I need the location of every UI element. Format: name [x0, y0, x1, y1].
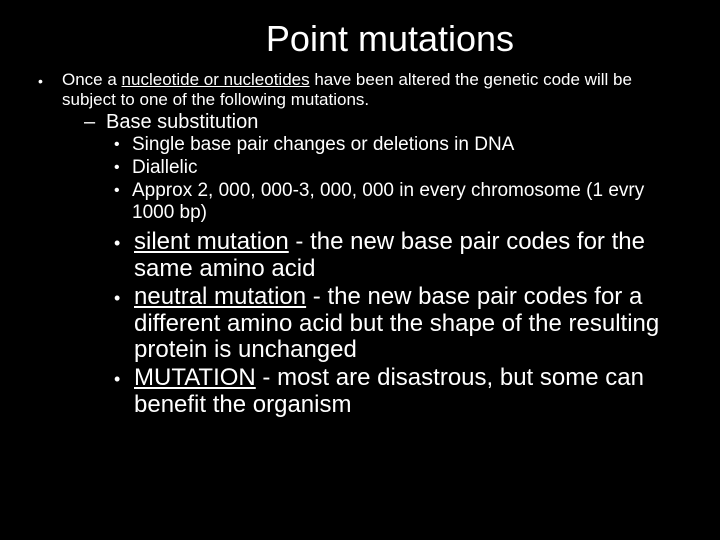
level2-item: – Base substitution — [84, 111, 690, 134]
mutation-item: MUTATION - most are disastrous, but some… — [134, 365, 690, 418]
list-item: • MUTATION - most are disastrous, but so… — [114, 365, 690, 418]
bullet-icon: • — [36, 70, 62, 89]
dash-icon: – — [84, 111, 106, 134]
mutation-types-list: • silent mutation - the new base pair co… — [36, 229, 690, 418]
bullet-icon: • — [114, 134, 132, 154]
list-item: • silent mutation - the new base pair co… — [114, 229, 690, 282]
list-item: • neutral mutation - the new base pair c… — [114, 284, 690, 363]
list-item: • Diallelic — [114, 157, 690, 179]
bullet-icon: • — [114, 180, 132, 200]
slide: Point mutations • Once a nucleotide or n… — [0, 0, 720, 540]
level3-text: Single base pair changes or deletions in… — [132, 134, 690, 156]
lead-text: Once a nucleotide or nucleotides have be… — [62, 70, 690, 109]
level2-text: Base substitution — [106, 111, 258, 134]
lead-prefix: Once a — [62, 70, 122, 89]
slide-title: Point mutations — [90, 18, 690, 60]
level3-text: Approx 2, 000, 000-3, 000, 000 in every … — [132, 180, 690, 224]
lead-bullet: • Once a nucleotide or nucleotides have … — [36, 70, 690, 109]
mutation-label: MUTATION — [134, 364, 256, 391]
mutation-item: neutral mutation - the new base pair cod… — [134, 284, 690, 363]
mutation-label: silent mutation — [134, 228, 289, 255]
lead-underlined: nucleotide or nucleotides — [122, 70, 310, 89]
bullet-icon: • — [114, 157, 132, 177]
level2-list: – Base substitution — [36, 111, 690, 134]
level3-text: Diallelic — [132, 157, 690, 179]
bullet-icon: • — [114, 365, 134, 390]
list-item: • Single base pair changes or deletions … — [114, 134, 690, 156]
slide-content: • Once a nucleotide or nucleotides have … — [30, 70, 690, 418]
level3-list: • Single base pair changes or deletions … — [36, 134, 690, 223]
mutation-label: neutral mutation — [134, 283, 306, 310]
list-item: • Approx 2, 000, 000-3, 000, 000 in ever… — [114, 180, 690, 224]
bullet-icon: • — [114, 284, 134, 309]
mutation-item: silent mutation - the new base pair code… — [134, 229, 690, 282]
bullet-icon: • — [114, 229, 134, 254]
